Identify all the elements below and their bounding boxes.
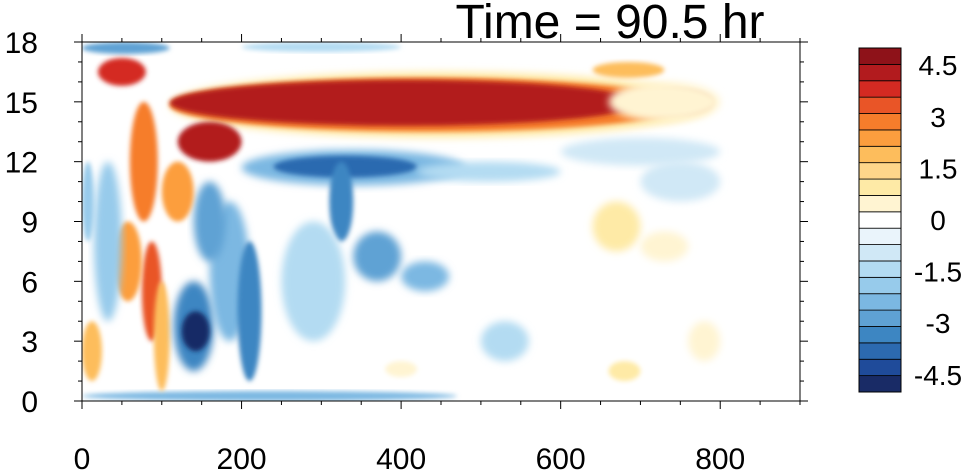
colorbar-swatch	[858, 227, 902, 245]
field-blob	[169, 79, 641, 126]
colorbar-label: 0	[930, 205, 946, 236]
field-blob	[385, 361, 418, 378]
field-blob	[241, 42, 402, 52]
field-blob	[592, 61, 665, 78]
y-tick-label: 0	[21, 386, 38, 419]
x-tick-label: 400	[376, 443, 426, 473]
x-tick-label: 200	[217, 443, 267, 473]
colorbar-label: 1.5	[919, 153, 958, 184]
field-blob	[480, 321, 529, 362]
colorbar-swatch	[858, 195, 902, 213]
x-axis: 0 200 400 600 800	[74, 34, 801, 473]
field-blob	[608, 361, 641, 382]
y-tick-label: 3	[21, 326, 38, 359]
colorbar-swatch	[858, 260, 902, 278]
field-blob	[237, 241, 262, 382]
field-blob	[181, 311, 210, 352]
colorbar-swatch	[858, 293, 902, 311]
x-tick-label: 600	[536, 443, 586, 473]
field-blob	[417, 161, 561, 182]
x-tick-label: 800	[695, 443, 745, 473]
colorbar-swatch	[858, 162, 902, 180]
colorbar-label: -3	[926, 308, 951, 339]
colorbar-swatch	[858, 276, 902, 295]
field-blob	[82, 161, 94, 242]
field-blob	[401, 261, 449, 292]
field-blob	[177, 121, 242, 162]
colorbar-swatch	[858, 63, 902, 82]
field-blob	[82, 42, 170, 54]
field-blob	[353, 231, 402, 282]
field-blob	[688, 321, 721, 362]
colorbar-swatch	[858, 358, 902, 377]
y-axis: 0 3 6 9 12 15 18	[5, 27, 808, 419]
y-tick-label: 15	[5, 87, 38, 120]
colorbar-swatch	[858, 129, 902, 147]
colorbar-swatch	[858, 178, 902, 196]
y-tick-label: 18	[5, 27, 38, 60]
colorbar-swatch	[858, 113, 902, 131]
colorbar-swatch	[858, 145, 902, 164]
field-blob	[329, 161, 354, 242]
colorbar-label: 4.5	[919, 50, 958, 81]
field-blob	[560, 137, 721, 166]
field-blob	[608, 81, 721, 122]
field-blob	[640, 231, 689, 262]
colorbar-swatch	[858, 211, 902, 229]
colorbar: 4.5 3 1.5 0 -1.5 -3 -4.5	[858, 47, 962, 393]
colorbar-swatch	[858, 80, 902, 98]
colorbar-swatch	[858, 244, 902, 262]
colorbar-swatch	[858, 309, 902, 327]
field-blob	[129, 101, 158, 222]
y-tick-label: 12	[5, 147, 38, 180]
colorbar-frame	[858, 47, 902, 393]
colorbar-swatch	[858, 375, 902, 393]
field-blob	[93, 161, 122, 322]
field-blob	[82, 391, 457, 401]
field-blob	[161, 161, 194, 222]
colorbar-label: -1.5	[914, 257, 962, 288]
y-tick-label: 6	[21, 266, 38, 299]
colorbar-swatch	[858, 326, 902, 344]
x-tick-label: 0	[74, 443, 91, 473]
field-blob	[82, 321, 102, 382]
colorbar-swatch	[858, 342, 902, 360]
field-blob	[592, 201, 641, 252]
field-blob	[640, 161, 721, 202]
colorbar-swatch	[858, 47, 902, 65]
field-blob	[153, 281, 170, 392]
chart-title: Time = 90.5 hr	[455, 0, 764, 49]
field-blob	[281, 221, 346, 342]
colorbar-label: -4.5	[914, 360, 962, 391]
field-blob	[193, 181, 226, 262]
heatmap-field	[82, 42, 721, 401]
plot-area	[81, 41, 801, 402]
colorbar-swatch	[858, 96, 902, 114]
y-tick-label: 9	[21, 207, 38, 240]
field-blob	[97, 57, 146, 86]
colorbar-label: 3	[930, 102, 946, 133]
